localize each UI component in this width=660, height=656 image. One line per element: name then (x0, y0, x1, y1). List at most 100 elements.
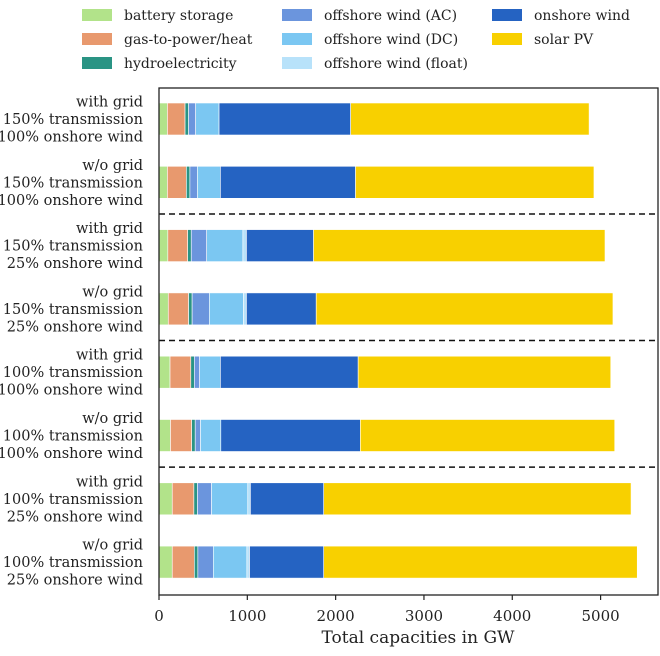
bar-segment-7-6 (249, 545, 325, 579)
bar-segment-5-1 (170, 419, 192, 452)
category-label-6-line-0: with grid (76, 474, 143, 490)
bar-segment-7-2 (194, 545, 199, 579)
bar-segment-4-7 (357, 355, 612, 389)
legend: battery storage gas-to-power/heat hydroele… (82, 8, 630, 72)
x-tick-label-3: 3000 (405, 607, 443, 625)
bar-segment-1-6 (220, 166, 356, 199)
bar-segment-2-5 (242, 229, 247, 262)
category-label-4-line-2: 100% onshore wind (0, 383, 143, 399)
bar-segment-2-0 (158, 229, 169, 262)
bar-segment-5-0 (158, 419, 171, 452)
bar-segment-6-4 (211, 482, 249, 516)
legend-label-3: offshore wind (AC) (324, 8, 457, 24)
bar-segment-6-0 (158, 482, 173, 516)
legend-label-1: gas-to-power/heat (124, 32, 253, 48)
bar-segment-7-7 (323, 545, 638, 579)
category-label-6-line-2: 25% onshore wind (7, 509, 143, 525)
bar-segment-0-2 (184, 102, 189, 136)
category-label-4-line-1: 100% transmission (3, 365, 143, 381)
category-label-7-line-1: 100% transmission (3, 555, 143, 571)
bar-segment-2-2 (187, 229, 192, 262)
x-tick-label-4: 4000 (493, 607, 531, 625)
category-label-0-line-2: 100% onshore wind (0, 130, 143, 146)
legend-label-2: hydroelectricity (124, 56, 237, 72)
bar-segment-6-7 (323, 482, 632, 516)
category-label-6-line-1: 100% transmission (3, 492, 143, 508)
legend-swatch-2 (82, 57, 112, 69)
category-label-2-line-1: 150% transmission (3, 239, 143, 255)
bar-segment-7-0 (158, 545, 173, 579)
legend-label-5: offshore wind (float) (324, 56, 468, 72)
bar-segment-7-4 (213, 545, 248, 579)
category-label-5-line-2: 100% onshore wind (0, 446, 143, 462)
category-label-4-line-0: with grid (76, 348, 143, 364)
legend-label-4: offshore wind (DC) (324, 32, 458, 48)
category-label-7-line-0: w/o grid (82, 538, 143, 554)
category-label-0-line-0: with grid (76, 95, 143, 111)
legend-swatch-1 (82, 33, 112, 45)
category-label-2-line-0: with grid (76, 221, 143, 237)
bar-segment-0-4 (195, 102, 220, 136)
bars (158, 102, 638, 579)
category-label-3-line-1: 150% transmission (3, 302, 143, 318)
bar-segment-3-2 (188, 292, 193, 326)
bar-segment-0-7 (350, 102, 590, 136)
bar-segment-4-4 (199, 355, 221, 389)
category-label-1-line-1: 150% transmission (3, 175, 143, 191)
bar-segment-3-4 (209, 292, 244, 326)
legend-swatch-3 (282, 9, 312, 21)
bar-segment-3-3 (191, 292, 210, 326)
bar-segment-5-6 (220, 419, 361, 452)
bar-segment-5-7 (360, 419, 616, 452)
category-label-0-line-1: 150% transmission (3, 112, 143, 128)
bar-segment-7-1 (171, 545, 195, 579)
legend-swatch-7 (492, 33, 522, 45)
bar-segment-3-1 (167, 292, 189, 326)
category-label-5-line-0: w/o grid (82, 411, 143, 427)
x-axis: 0 1000 2000 3000 4000 5000 (154, 595, 620, 625)
x-axis-title: Total capacities in GW (322, 628, 516, 648)
bar-segment-4-1 (169, 355, 192, 389)
bar-segment-0-0 (158, 102, 168, 136)
bar-segment-2-7 (313, 229, 606, 262)
legend-swatch-6 (492, 9, 522, 21)
category-label-5-line-1: 100% transmission (3, 429, 143, 445)
bar-segment-7-3 (197, 545, 214, 579)
bar-segment-5-4 (200, 419, 222, 452)
bar-segment-4-2 (190, 355, 195, 389)
bar-segment-6-1 (171, 482, 195, 516)
bar-segment-3-0 (158, 292, 169, 326)
bar-segment-2-1 (167, 229, 189, 262)
category-label-2-line-2: 25% onshore wind (7, 256, 143, 272)
legend-swatch-0 (82, 9, 112, 21)
legend-label-6: onshore wind (534, 8, 630, 24)
legend-label-7: solar PV (534, 32, 594, 48)
bar-segment-3-6 (246, 292, 317, 326)
legend-label-0: battery storage (124, 8, 233, 24)
category-label-3-line-0: w/o grid (82, 284, 143, 300)
bar-segment-2-3 (190, 229, 207, 262)
legend-swatch-5 (282, 57, 312, 69)
bar-segment-6-2 (193, 482, 198, 516)
plot-frame (158, 87, 659, 596)
bar-segment-0-3 (188, 102, 196, 136)
bar-segment-2-6 (246, 229, 314, 262)
x-tick-label-0: 0 (154, 607, 164, 625)
bar-segment-3-7 (315, 292, 614, 326)
category-label-1-line-0: w/o grid (82, 158, 143, 174)
bar-segment-3-5 (243, 292, 247, 326)
bar-segment-6-6 (250, 482, 325, 516)
bar-segment-6-3 (197, 482, 212, 516)
bar-segment-7-5 (246, 545, 250, 579)
category-label-3-line-2: 25% onshore wind (7, 319, 143, 335)
bar-segment-4-3 (194, 355, 200, 389)
bar-segment-1-4 (197, 166, 221, 199)
bar-segment-1-3 (189, 166, 198, 199)
bar-segment-0-1 (167, 102, 186, 136)
legend-swatch-4 (282, 33, 312, 45)
bar-segment-5-2 (191, 419, 196, 452)
bar-segment-4-6 (220, 355, 359, 389)
